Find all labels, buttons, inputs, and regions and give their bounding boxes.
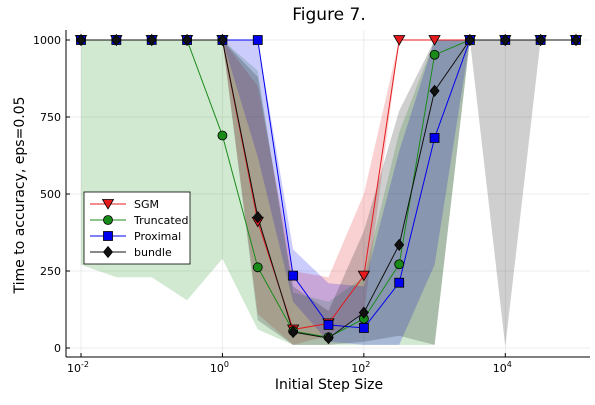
marker-bundle	[288, 325, 299, 339]
marker-proximal	[429, 133, 440, 143]
marker-bundle	[111, 33, 122, 47]
marker-proximal	[358, 323, 369, 333]
marker-bundle	[429, 84, 440, 97]
marker-sgm	[357, 270, 371, 282]
y-tick-label: 750	[40, 111, 61, 124]
tick-labels: 0 250 500 750 1000 10-2 100 102 104	[33, 34, 512, 375]
marker-proximal	[394, 277, 405, 288]
marker-proximal	[323, 319, 334, 330]
y-axis-label: Time to accuracy, eps=0.05	[12, 97, 28, 295]
marker-bundle	[394, 238, 405, 251]
marker-proximal	[288, 270, 299, 281]
marker-truncated	[217, 130, 228, 141]
marker-bundle	[146, 33, 157, 47]
marker-bundle	[535, 33, 546, 47]
marker-bundle	[182, 33, 193, 47]
band-truncated	[81, 40, 576, 345]
x-tick-label: 100	[210, 360, 229, 375]
legend: SGM Truncated Proximal bundle	[83, 191, 191, 265]
marker-bundle	[500, 33, 511, 47]
marker-bundle	[358, 306, 369, 319]
axes	[65, 30, 590, 358]
marker-truncated	[429, 49, 440, 60]
band-bundle	[81, 40, 576, 347]
chart-title: Figure 7.	[292, 5, 366, 25]
band-proximal	[81, 40, 576, 345]
confidence-bands	[81, 40, 576, 347]
legend-marker	[101, 199, 115, 210]
marker-bundle	[75, 33, 87, 47]
marker-sgm	[392, 35, 406, 46]
marker-bundle	[217, 33, 228, 47]
legend-label: SGM	[134, 198, 159, 211]
series-markers	[74, 33, 583, 345]
marker-truncated	[252, 262, 263, 273]
y-tick-label: 1000	[33, 34, 61, 47]
marker-bundle	[464, 33, 475, 47]
y-tick-label: 0	[54, 342, 61, 355]
legend-label: Truncated	[133, 214, 188, 227]
marker-bundle	[323, 332, 334, 345]
marker-truncated	[394, 259, 405, 270]
legend-marker	[103, 231, 113, 241]
marker-proximal	[252, 35, 263, 45]
x-axis-label: Initial Step Size	[275, 377, 383, 393]
x-tick-label: 102	[351, 360, 370, 375]
y-tick-label: 250	[40, 265, 61, 278]
x-tick-label: 104	[493, 360, 512, 375]
legend-label: bundle	[134, 246, 172, 259]
legend-marker	[102, 245, 114, 259]
band-sgm	[81, 40, 576, 345]
marker-bundle	[570, 33, 582, 47]
legend-marker	[103, 215, 113, 225]
y-tick-label: 500	[40, 188, 61, 201]
x-tick-label: 10-2	[67, 360, 89, 375]
legend-label: Proximal	[134, 230, 181, 243]
marker-sgm	[428, 35, 441, 46]
marker-bundle	[252, 210, 263, 224]
